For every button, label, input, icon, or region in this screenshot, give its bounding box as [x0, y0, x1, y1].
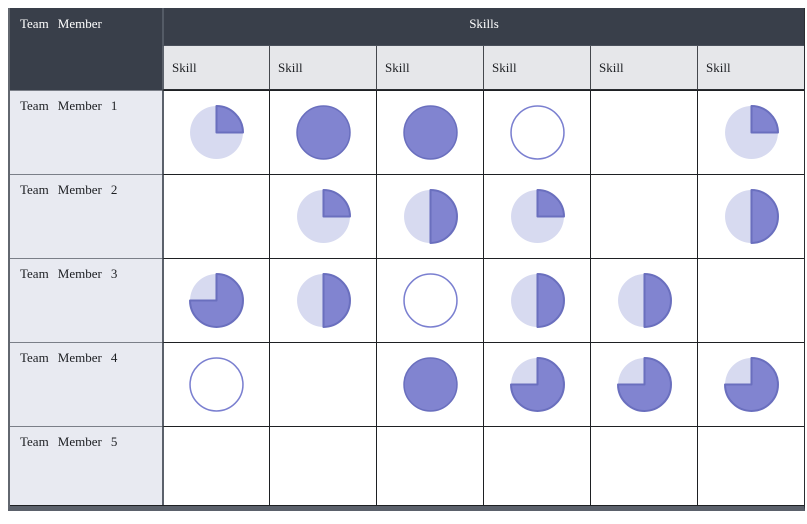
harvey-ball-75-icon: [616, 357, 672, 412]
skill-cell: [697, 90, 804, 174]
harvey-ball-100-icon: [402, 105, 458, 160]
skill-cell: [376, 90, 483, 174]
skill-cell: [697, 174, 804, 258]
skill-cell: [162, 90, 269, 174]
skill-cell: [483, 90, 590, 174]
skill-cell: [590, 174, 697, 258]
harvey-ball-25-icon: [724, 105, 779, 159]
harvey-ball-50-icon: [724, 189, 779, 244]
skill-cell: [590, 342, 697, 426]
team-member-row-label: Team Member 5: [10, 426, 162, 505]
skill-cell: [376, 342, 483, 426]
skill-column-header: Skill: [162, 46, 269, 90]
skill-cell: [697, 426, 804, 505]
team-member-header-label: Team Member: [20, 16, 102, 31]
harvey-ball-100-icon: [402, 357, 458, 412]
skill-cell: [269, 258, 376, 342]
skill-cell: [483, 258, 590, 342]
harvey-ball-100-icon: [295, 105, 351, 160]
skill-cell: [483, 174, 590, 258]
skill-cell: [376, 174, 483, 258]
harvey-ball-75-icon: [509, 357, 565, 412]
skill-cell: [376, 426, 483, 505]
skills-matrix-table: Team Member Skills Skill Skill Skill Skill S…: [10, 8, 804, 506]
skill-cell: [269, 342, 376, 426]
skill-cell: [269, 174, 376, 258]
skill-column-header: Skill: [697, 46, 804, 90]
harvey-ball-50-icon: [510, 273, 565, 328]
team-member-column-header: Team Member: [10, 8, 162, 90]
skill-cell: [697, 258, 804, 342]
skill-cell: [590, 258, 697, 342]
skills-group-header: Skills: [162, 8, 804, 46]
skill-cell: [162, 426, 269, 505]
skills-header-label: Skills: [469, 16, 499, 31]
skill-cell: [590, 426, 697, 505]
harvey-ball-50-icon: [617, 273, 672, 328]
team-member-row-label: Team Member 3: [10, 258, 162, 342]
skill-column-header: Skill: [483, 46, 590, 90]
skill-cell: [376, 258, 483, 342]
skill-cell: [269, 426, 376, 505]
skill-cell: [269, 90, 376, 174]
skills-matrix: Team Member Skills Skill Skill Skill Skill S…: [8, 8, 805, 511]
skill-cell: [483, 342, 590, 426]
skill-cell: [697, 342, 804, 426]
harvey-ball-0-icon: [189, 357, 244, 412]
skill-cell: [162, 258, 269, 342]
harvey-ball-0-icon: [509, 105, 565, 160]
team-member-row-label: Team Member 4: [10, 342, 162, 426]
skill-cell: [162, 342, 269, 426]
skill-cell: [483, 426, 590, 505]
harvey-ball-50-icon: [296, 273, 351, 328]
harvey-ball-25-icon: [190, 105, 244, 159]
skill-cell: [590, 90, 697, 174]
team-member-row-label: Team Member 1: [10, 90, 162, 174]
skill-column-header: Skill: [269, 46, 376, 90]
team-member-row-label: Team Member 2: [10, 174, 162, 258]
harvey-ball-25-icon: [510, 189, 565, 243]
harvey-ball-75-icon: [189, 273, 244, 328]
harvey-ball-25-icon: [296, 189, 351, 243]
harvey-ball-50-icon: [403, 189, 458, 244]
skill-column-header: Skill: [376, 46, 483, 90]
harvey-ball-0-icon: [402, 273, 458, 328]
skill-cell: [162, 174, 269, 258]
harvey-ball-75-icon: [723, 357, 779, 412]
skill-column-header: Skill: [590, 46, 697, 90]
